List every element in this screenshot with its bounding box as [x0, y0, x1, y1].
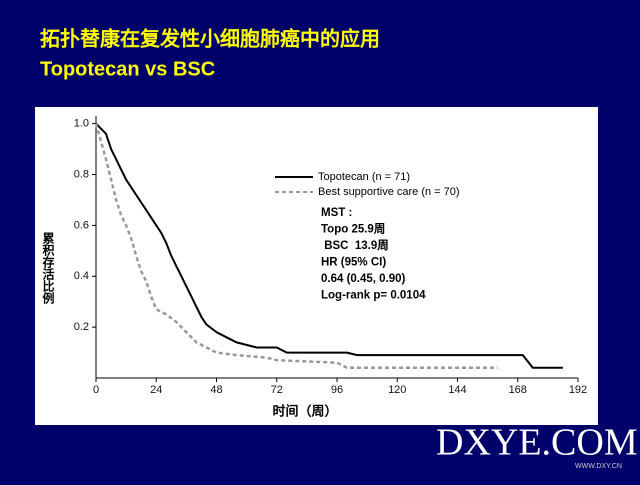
- y-tick-label: 1.0: [74, 118, 89, 130]
- chart-panel: [35, 107, 598, 425]
- annotation: 0.64 (0.45, 0.90): [321, 273, 406, 285]
- x-tick-label: 24: [150, 384, 162, 396]
- annotation: BSC 13.9周: [321, 238, 389, 252]
- y-tick-label: 0.2: [74, 321, 89, 333]
- annotation: Log-rank p= 0.0104: [321, 290, 426, 302]
- legend-label: Best supportive care (n = 70): [318, 186, 460, 198]
- annotation: MST :: [321, 207, 352, 219]
- slide-subtitle: Topotecan vs BSC: [40, 58, 215, 80]
- survival-curve: [94, 123, 498, 370]
- legend-label: Topotecan (n = 71): [318, 171, 410, 183]
- x-axis-label: 时间（周）: [272, 403, 337, 418]
- y-tick-label: 0.6: [74, 219, 89, 231]
- x-tick-label: 144: [448, 384, 466, 396]
- watermark-url: WWW.DXY.CN: [575, 463, 622, 470]
- y-tick-label: 0.4: [74, 270, 89, 282]
- x-tick-label: 120: [388, 384, 406, 396]
- x-tick-label: 96: [331, 384, 343, 396]
- annotation: HR (95% CI): [321, 257, 386, 269]
- x-tick-label: 192: [569, 384, 587, 396]
- survival-curve: [95, 122, 563, 369]
- y-tick-label: 0.8: [74, 168, 89, 180]
- x-tick-label: 0: [93, 384, 99, 396]
- x-tick-label: 48: [210, 384, 222, 396]
- slide-title: 拓扑替康在复发性小细胞肺癌中的应用: [40, 26, 380, 50]
- watermark: DXYE.COM: [436, 422, 638, 464]
- y-axis-label: 累积存活比例: [41, 232, 55, 305]
- annotation: Topo 25.9周: [321, 222, 385, 236]
- x-tick-label: 168: [509, 384, 527, 396]
- x-tick-label: 72: [271, 384, 283, 396]
